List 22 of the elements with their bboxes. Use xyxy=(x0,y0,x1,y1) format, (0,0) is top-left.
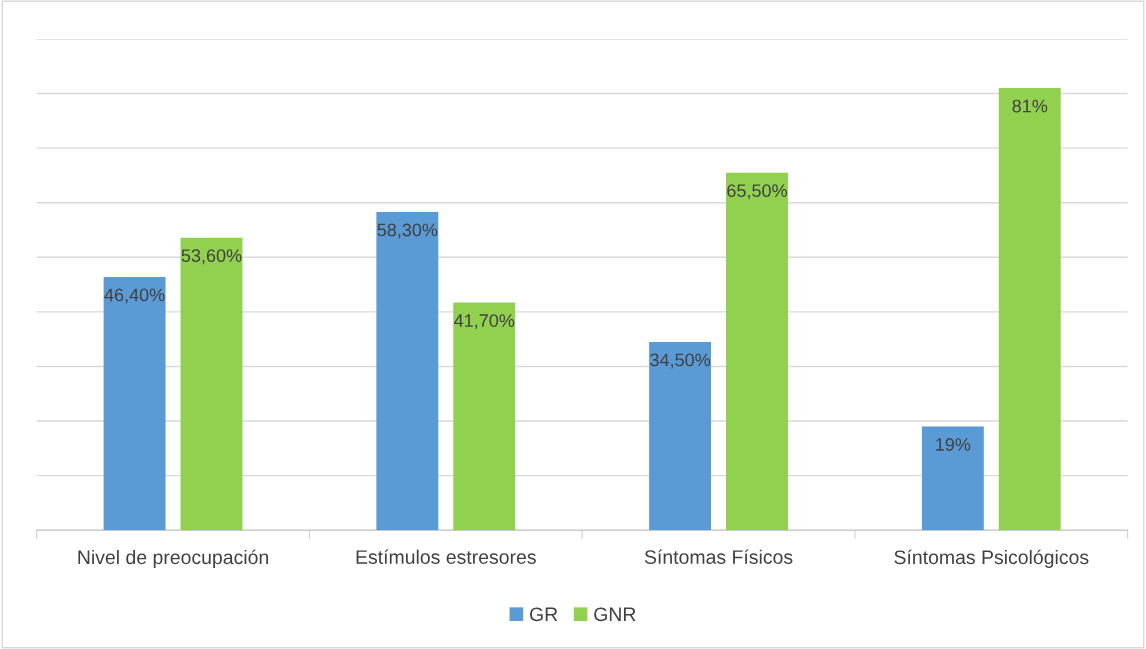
bar xyxy=(726,172,788,531)
data-label: 46,40% xyxy=(104,288,165,304)
x-tick-label: Nivel de preocupación xyxy=(78,549,268,569)
bar xyxy=(921,426,984,531)
legend-label: GR xyxy=(530,607,558,622)
data-label: 65,50% xyxy=(727,184,787,200)
x-tick-label: Síntomas Físicos xyxy=(644,549,793,564)
data-label: 41,70% xyxy=(454,314,515,330)
bar xyxy=(376,211,439,531)
data-label: 34,50% xyxy=(650,353,711,369)
data-label: 58,30% xyxy=(377,223,438,239)
bar xyxy=(453,302,516,531)
bar xyxy=(103,276,166,531)
data-label: 53,60% xyxy=(181,249,242,265)
data-label: 19% xyxy=(936,438,971,451)
bar xyxy=(998,88,1061,531)
bar xyxy=(180,237,243,531)
bar xyxy=(649,341,712,531)
x-tick-label: Estímulos estresores xyxy=(356,549,536,564)
data-label: 81% xyxy=(1012,99,1048,113)
legend-label: GNR xyxy=(594,607,636,622)
x-tick-label: Síntomas Psicológicos xyxy=(894,549,1089,569)
